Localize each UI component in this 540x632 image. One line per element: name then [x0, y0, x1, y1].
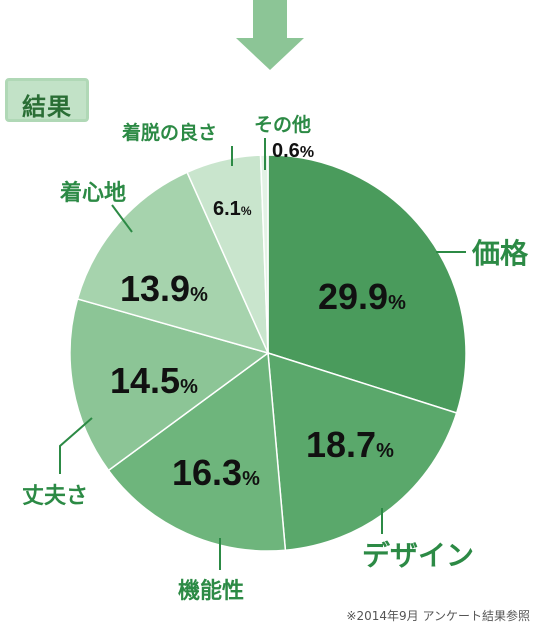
pct-durability: 14.5%	[110, 360, 198, 401]
pct-functionality: 16.3%	[172, 452, 260, 493]
pie-slice-durability	[69, 298, 270, 472]
pie-slice-price	[267, 154, 467, 414]
pct-ease-of-wear: 6.1%	[213, 198, 252, 220]
pie-slice-comfort	[76, 171, 270, 355]
survey-footnote: ※2014年9月 アンケート結果参照	[346, 609, 530, 623]
down-arrow-icon	[236, 0, 304, 70]
label-durability: 丈夫さ	[22, 484, 89, 509]
label-other: その他	[254, 114, 312, 136]
pct-comfort: 13.9%	[120, 268, 208, 309]
label-ease-of-wear: 着脱の良さ	[122, 122, 218, 144]
pie-slice-functionality	[107, 351, 287, 552]
result-badge: 結果	[5, 78, 89, 122]
pie-slice-design	[267, 351, 458, 552]
label-functionality: 機能性	[178, 579, 245, 604]
label-price: 価格	[472, 237, 529, 270]
leader-durability	[59, 417, 93, 474]
pct-price: 29.9%	[318, 276, 406, 317]
label-comfort: 着心地	[60, 181, 127, 206]
pct-other: 0.6%	[272, 140, 315, 162]
result-badge-label: 結果	[22, 93, 72, 121]
pct-design: 18.7%	[306, 424, 394, 465]
label-design: デザイン	[362, 539, 475, 572]
leader-comfort	[111, 204, 133, 233]
